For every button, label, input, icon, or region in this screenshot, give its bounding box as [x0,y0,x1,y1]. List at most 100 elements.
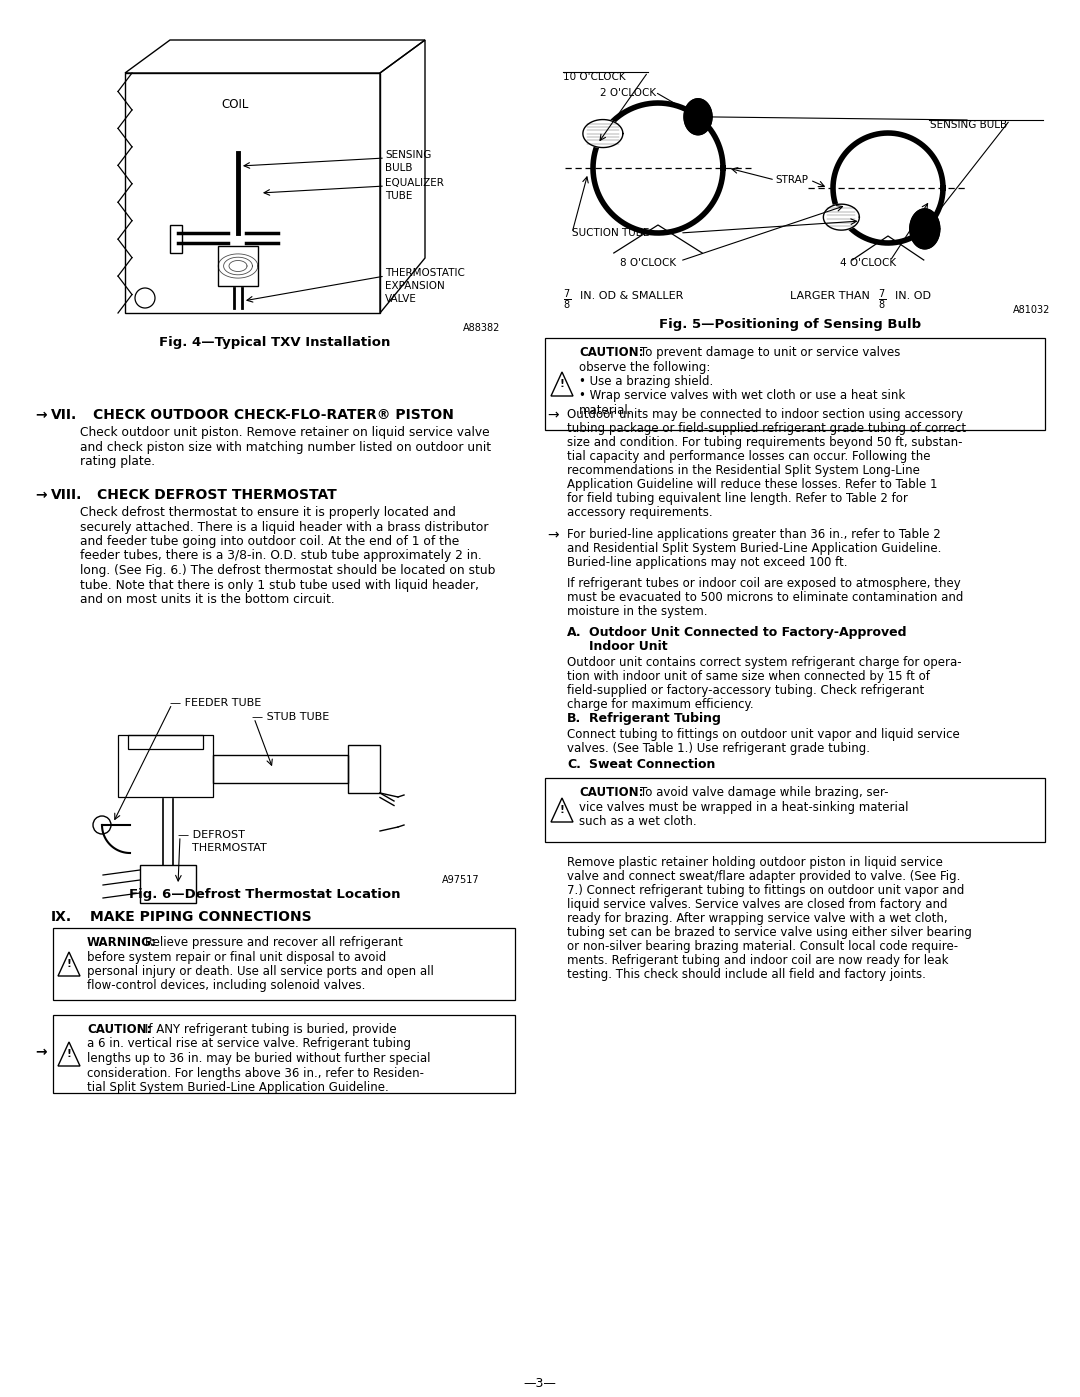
Text: valves. (See Table 1.) Use refrigerant grade tubing.: valves. (See Table 1.) Use refrigerant g… [567,742,870,754]
Text: Buried-line applications may not exceed 100 ft.: Buried-line applications may not exceed … [567,556,848,569]
Text: !: ! [559,805,565,814]
Text: Check outdoor unit piston. Remove retainer on liquid service valve: Check outdoor unit piston. Remove retain… [80,426,489,439]
Text: —3—: —3— [524,1377,556,1390]
Polygon shape [583,120,623,148]
Text: Check defrost thermostat to ensure it is properly located and: Check defrost thermostat to ensure it is… [80,506,456,520]
Text: tial Split System Buried-Line Application Guideline.: tial Split System Buried-Line Applicatio… [87,1081,389,1094]
Text: If ANY refrigerant tubing is buried, provide: If ANY refrigerant tubing is buried, pro… [145,1023,396,1037]
Text: →: → [546,408,558,422]
Text: →: → [35,1045,46,1059]
Text: If refrigerant tubes or indoor coil are exposed to atmosphere, they: If refrigerant tubes or indoor coil are … [567,577,961,590]
Text: C.: C. [567,759,581,771]
Text: — DEFROST: — DEFROST [178,830,245,840]
Text: IN. OD & SMALLER: IN. OD & SMALLER [580,291,684,300]
Text: To avoid valve damage while brazing, ser-: To avoid valve damage while brazing, ser… [640,787,889,799]
Text: THERMOSTAT: THERMOSTAT [178,842,267,854]
Text: CAUTION:: CAUTION: [579,346,644,359]
Text: field-supplied or factory-accessory tubing. Check refrigerant: field-supplied or factory-accessory tubi… [567,685,924,697]
Text: — FEEDER TUBE: — FEEDER TUBE [170,698,261,708]
Text: A81032: A81032 [1013,305,1050,314]
Text: and feeder tube going into outdoor coil. At the end of 1 of the: and feeder tube going into outdoor coil.… [80,535,459,548]
Text: SENSING BULB: SENSING BULB [930,120,1008,130]
Text: valve and connect sweat/flare adapter provided to valve. (See Fig.: valve and connect sweat/flare adapter pr… [567,870,960,883]
Text: long. (See Fig. 6.) The defrost thermostat should be located on stub: long. (See Fig. 6.) The defrost thermost… [80,564,496,577]
Text: tubing package or field-supplied refrigerant grade tubing of correct: tubing package or field-supplied refrige… [567,422,967,434]
Text: 10 O'CLOCK: 10 O'CLOCK [563,73,625,82]
Text: 2 O'CLOCK: 2 O'CLOCK [600,88,657,98]
Text: before system repair or final unit disposal to avoid: before system repair or final unit dispo… [87,950,387,964]
Text: ments. Refrigerant tubing and indoor coil are now ready for leak: ments. Refrigerant tubing and indoor coi… [567,954,948,967]
Text: IX.: IX. [51,909,72,923]
Text: for field tubing equivalent line length. Refer to Table 2 for: for field tubing equivalent line length.… [567,492,908,504]
Text: Fig. 6—Defrost Thermostat Location: Fig. 6—Defrost Thermostat Location [130,888,401,901]
Bar [53,928,515,1000]
Bar [170,225,183,253]
Text: BULB: BULB [384,163,413,173]
Text: charge for maximum efficiency.: charge for maximum efficiency. [567,698,754,711]
Text: lengths up to 36 in. may be buried without further special: lengths up to 36 in. may be buried witho… [87,1052,431,1065]
Text: liquid service valves. Service valves are closed from factory and: liquid service valves. Service valves ar… [567,898,947,911]
Text: 7.) Connect refrigerant tubing to fittings on outdoor unit vapor and: 7.) Connect refrigerant tubing to fittin… [567,884,964,897]
Text: B.: B. [567,712,581,725]
Bar [218,246,258,286]
Text: Outdoor units may be connected to indoor section using accessory: Outdoor units may be connected to indoor… [567,408,963,420]
Text: →: → [546,528,558,542]
Text: and on most units it is the bottom circuit.: and on most units it is the bottom circu… [80,592,335,606]
Text: 4 O'CLOCK: 4 O'CLOCK [840,258,896,268]
Text: feeder tubes, there is a 3/8-in. O.D. stub tube approximately 2 in.: feeder tubes, there is a 3/8-in. O.D. st… [80,549,482,563]
Text: Relieve pressure and recover all refrigerant: Relieve pressure and recover all refrige… [145,936,403,949]
Text: To prevent damage to unit or service valves: To prevent damage to unit or service val… [640,346,901,359]
Text: vice valves must be wrapped in a heat-sinking material: vice valves must be wrapped in a heat-si… [579,800,908,813]
Text: →: → [35,408,46,422]
Text: COIL: COIL [221,98,248,110]
Text: Sweat Connection: Sweat Connection [589,759,715,771]
Text: A88382: A88382 [462,323,500,332]
Text: Connect tubing to fittings on outdoor unit vapor and liquid service: Connect tubing to fittings on outdoor un… [567,728,960,740]
Text: ready for brazing. After wrapping service valve with a wet cloth,: ready for brazing. After wrapping servic… [567,912,947,925]
Text: SUCTION TUBE: SUCTION TUBE [572,228,649,237]
Text: or non-silver bearing brazing material. Consult local code require-: or non-silver bearing brazing material. … [567,940,958,953]
Text: securely attached. There is a liquid header with a brass distributor: securely attached. There is a liquid hea… [80,521,488,534]
Bar [348,745,380,793]
Text: $\mathregular{\frac{7}{8}}$: $\mathregular{\frac{7}{8}}$ [563,288,571,313]
Text: tial capacity and performance losses can occur. Following the: tial capacity and performance losses can… [567,450,931,462]
Text: →: → [35,488,46,502]
Text: consideration. For lengths above 36 in., refer to Residen-: consideration. For lengths above 36 in.,… [87,1066,424,1080]
Text: LARGER THAN: LARGER THAN [789,291,874,300]
Text: Application Guideline will reduce these losses. Refer to Table 1: Application Guideline will reduce these … [567,478,937,490]
Text: tubing set can be brazed to service valve using either silver bearing: tubing set can be brazed to service valv… [567,926,972,939]
Text: VII.: VII. [51,408,78,422]
Text: Outdoor Unit Connected to Factory-Approved: Outdoor Unit Connected to Factory-Approv… [589,626,906,638]
Text: SENSING: SENSING [384,149,431,161]
Text: • Wrap service valves with wet cloth or use a heat sink: • Wrap service valves with wet cloth or … [579,390,905,402]
Text: STRAP: STRAP [775,175,808,184]
Text: TUBE: TUBE [384,191,413,201]
Text: 8 O'CLOCK: 8 O'CLOCK [620,258,676,268]
Bar [118,735,213,798]
Text: IN. OD: IN. OD [895,291,931,300]
Text: VALVE: VALVE [384,293,417,305]
Text: CHECK DEFROST THERMOSTAT: CHECK DEFROST THERMOSTAT [97,488,337,502]
Text: rating plate.: rating plate. [80,455,156,468]
Text: moisture in the system.: moisture in the system. [567,605,707,617]
Bar [129,735,203,749]
Bar [53,1016,515,1092]
Text: WARNING:: WARNING: [87,936,157,949]
Text: !: ! [559,379,565,388]
Text: observe the following:: observe the following: [579,360,711,373]
Text: Remove plastic retainer holding outdoor piston in liquid service: Remove plastic retainer holding outdoor … [567,856,943,869]
Text: personal injury or death. Use all service ports and open all: personal injury or death. Use all servic… [87,965,434,978]
Text: CAUTION:: CAUTION: [579,787,644,799]
Bar [545,778,1045,842]
Text: CHECK OUTDOOR CHECK-FLO-RATER® PISTON: CHECK OUTDOOR CHECK-FLO-RATER® PISTON [93,408,454,422]
Text: material.: material. [579,404,633,416]
Polygon shape [909,210,940,249]
Text: • Use a brazing shield.: • Use a brazing shield. [579,374,713,388]
Text: Outdoor unit contains correct system refrigerant charge for opera-: Outdoor unit contains correct system ref… [567,657,961,669]
Text: MAKE PIPING CONNECTIONS: MAKE PIPING CONNECTIONS [90,909,312,923]
Text: !: ! [67,958,71,968]
Text: a 6 in. vertical rise at service valve. Refrigerant tubing: a 6 in. vertical rise at service valve. … [87,1038,411,1051]
Text: !: ! [67,1049,71,1059]
Text: A97517: A97517 [443,875,480,886]
Text: A.: A. [567,626,582,638]
